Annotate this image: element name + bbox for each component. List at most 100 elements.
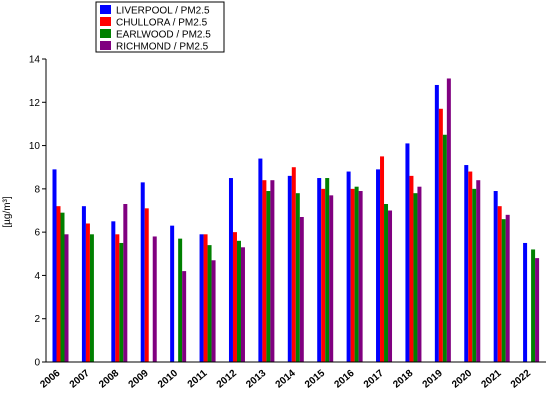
bar-chullora-2011 bbox=[203, 234, 208, 362]
bar-chullora-2006 bbox=[56, 206, 61, 362]
bar-liverpool-2009 bbox=[140, 182, 145, 362]
bar-richmond-2013 bbox=[270, 180, 275, 362]
bar-richmond-2014 bbox=[299, 216, 304, 362]
bar-liverpool-2011 bbox=[199, 234, 204, 362]
y-tick-label: 2 bbox=[34, 314, 40, 325]
bar-earlwood-2016 bbox=[354, 186, 359, 362]
bar-earlwood-2007 bbox=[89, 234, 94, 362]
bar-richmond-2022 bbox=[535, 258, 540, 362]
x-tick-label: 2010 bbox=[156, 368, 180, 391]
bar-earlwood-2008 bbox=[119, 242, 124, 362]
bar-chullora-2007 bbox=[85, 223, 90, 362]
bar-chullora-2009 bbox=[144, 208, 149, 362]
bar-liverpool-2019 bbox=[434, 84, 439, 362]
y-tick-label: 12 bbox=[29, 98, 41, 109]
bar-liverpool-2013 bbox=[258, 158, 263, 362]
y-tick-label: 6 bbox=[34, 228, 40, 239]
x-tick-label: 2022 bbox=[509, 368, 533, 391]
x-axis: 2006 2007 2008 2009 2010 2011 2012 2013 2014 2015… bbox=[38, 361, 546, 391]
bar-richmond-2020 bbox=[476, 180, 481, 362]
bar-richmond-2015 bbox=[329, 195, 334, 362]
x-tick-label: 2006 bbox=[38, 368, 62, 391]
x-tick-label: 2008 bbox=[97, 368, 121, 391]
legend-label: EARLWOOD / PM2.5 bbox=[116, 30, 211, 41]
legend-label: LIVERPOOL / PM2.5 bbox=[116, 6, 210, 17]
x-tick-label: 2012 bbox=[215, 368, 239, 391]
bar-richmond-2018 bbox=[417, 186, 422, 362]
bar-chullora-2014 bbox=[291, 167, 296, 362]
bar-richmond-2017 bbox=[388, 210, 393, 362]
y-axis: 0 2 4 6 8 10 12 14 bbox=[29, 55, 47, 369]
x-tick-label: 2009 bbox=[127, 368, 151, 391]
bar-chullora-2016 bbox=[350, 188, 355, 362]
bar-earlwood-2022 bbox=[531, 249, 536, 362]
bar-richmond-2011 bbox=[211, 260, 216, 362]
bar-chullora-2013 bbox=[262, 180, 267, 362]
bar-richmond-2006 bbox=[64, 234, 69, 362]
legend-swatch bbox=[100, 29, 111, 38]
y-tick-label: 14 bbox=[29, 55, 41, 66]
x-tick-label: 2016 bbox=[332, 368, 356, 391]
bar-chullora-2019 bbox=[438, 108, 443, 363]
x-tick-label: 2013 bbox=[244, 368, 268, 391]
bar-richmond-2012 bbox=[240, 247, 245, 362]
x-tick-label: 2017 bbox=[362, 368, 386, 391]
bar-richmond-2019 bbox=[446, 78, 451, 362]
bar-chullora-2021 bbox=[497, 206, 502, 362]
bar-liverpool-2008 bbox=[111, 221, 116, 362]
bar-earlwood-2021 bbox=[501, 219, 506, 362]
bar-liverpool-2007 bbox=[81, 206, 86, 362]
legend-box bbox=[95, 1, 225, 53]
bar-chullora-2020 bbox=[468, 171, 473, 362]
x-tick-label: 2007 bbox=[68, 368, 92, 391]
bar-liverpool-2020 bbox=[464, 165, 469, 362]
bar-liverpool-2006 bbox=[52, 169, 57, 362]
x-tick-label: 2019 bbox=[421, 368, 445, 391]
bar-liverpool-2021 bbox=[493, 191, 498, 362]
bar-liverpool-2018 bbox=[405, 143, 410, 362]
bar-chullora-2012 bbox=[232, 232, 237, 362]
bar-liverpool-2012 bbox=[228, 178, 233, 362]
bar-chullora-2017 bbox=[380, 156, 385, 362]
bar-earlwood-2006 bbox=[60, 212, 65, 362]
bar-liverpool-2014 bbox=[287, 175, 292, 362]
bar-earlwood-2014 bbox=[295, 193, 300, 362]
bar-earlwood-2015 bbox=[325, 178, 330, 362]
y-tick-label: 8 bbox=[34, 184, 40, 195]
legend-label: RICHMOND / PM2.5 bbox=[116, 42, 209, 53]
bar-richmond-2008 bbox=[123, 204, 128, 362]
bar-earlwood-2017 bbox=[384, 204, 389, 362]
legend-label: CHULLORA / PM2.5 bbox=[116, 18, 208, 29]
bar-earlwood-2010 bbox=[178, 238, 183, 362]
x-tick-label: 2020 bbox=[450, 368, 474, 391]
bar-earlwood-2020 bbox=[472, 188, 477, 362]
bar-liverpool-2016 bbox=[346, 171, 351, 362]
bar-richmond-2009 bbox=[152, 236, 157, 362]
x-tick-label: 2018 bbox=[391, 368, 415, 391]
bar-liverpool-2017 bbox=[376, 169, 381, 362]
x-tick-label: 2014 bbox=[274, 368, 298, 391]
y-tick-label: 10 bbox=[29, 141, 41, 152]
legend-swatch bbox=[100, 5, 111, 14]
legend-swatch bbox=[100, 41, 111, 50]
bar-liverpool-2015 bbox=[317, 178, 322, 362]
bar-earlwood-2011 bbox=[207, 245, 212, 362]
bar-richmond-2021 bbox=[505, 214, 510, 362]
bar-chullora-2018 bbox=[409, 175, 414, 362]
y-tick-label: 4 bbox=[34, 271, 40, 282]
bar-earlwood-2012 bbox=[236, 240, 241, 362]
bars-group bbox=[52, 78, 540, 363]
y-axis-label: [µg/m³] bbox=[2, 196, 13, 228]
legend-swatch bbox=[100, 17, 111, 26]
x-tick-label: 2021 bbox=[479, 368, 503, 391]
bar-richmond-2016 bbox=[358, 191, 363, 362]
bar-richmond-2010 bbox=[182, 271, 187, 362]
bar-liverpool-2022 bbox=[523, 242, 528, 362]
bar-earlwood-2013 bbox=[266, 191, 271, 362]
bar-earlwood-2018 bbox=[413, 193, 418, 362]
bar-chullora-2008 bbox=[115, 234, 120, 362]
bar-earlwood-2019 bbox=[442, 134, 447, 362]
x-tick-label: 2015 bbox=[303, 368, 327, 391]
